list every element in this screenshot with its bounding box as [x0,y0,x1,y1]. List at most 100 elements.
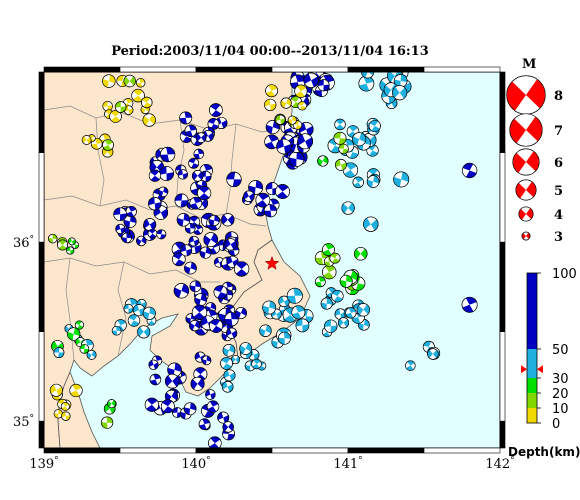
event-6-22 [191,304,208,320]
depth-marker-right [537,365,543,374]
depth-tick-label-10: 10 [552,402,569,417]
map-title: Period:2003/11/04 00:00--2013/11/04 16:1… [111,44,429,59]
event-14-10 [280,97,292,109]
event-16-8 [314,276,326,288]
event-19-2 [221,380,234,393]
notable-event-2 [393,171,410,188]
notable-event-0 [461,162,478,179]
event-12-3 [358,75,375,92]
depth-marker-left [521,365,527,374]
event-22-0 [48,233,58,244]
depth-tick-label-50: 50 [552,343,569,358]
event-6-29 [235,307,247,319]
event-13-5 [341,201,355,215]
event-7-21 [160,399,175,414]
event-23-6 [60,401,70,411]
event-18-9 [262,300,277,315]
event-21-8 [86,349,97,360]
event-5-4 [172,252,186,267]
event-6-5 [189,280,202,293]
event-21-9 [74,320,84,330]
event-26-0 [405,360,416,371]
event-20-3 [111,325,122,336]
event-0-6 [141,96,153,109]
depth-tick-label-0: 0 [552,417,560,432]
event-17-12 [320,297,333,310]
event-16-10 [354,247,368,261]
event-16-11 [339,274,353,288]
event-17-11 [356,303,370,317]
event-8-5 [243,190,255,202]
event-4-7 [143,218,157,231]
event-3-5 [193,148,205,160]
event-9-23 [297,133,314,150]
event-17-14 [345,307,357,319]
event-7-15 [183,402,197,416]
event-7-3 [205,389,216,400]
event-8-1 [248,180,263,195]
event-15-1 [317,155,329,167]
event-9-20 [265,120,280,135]
event-25-0 [217,411,230,424]
event-14-6 [297,101,307,111]
event-3-17 [160,146,176,163]
x-tick-label-0: 139° [29,456,58,472]
event-25-4 [208,436,222,448]
event-16-13 [329,252,341,264]
event-7-12 [201,355,212,366]
event-15-2 [335,159,347,171]
event-11-11 [352,132,367,147]
event-5-11 [221,213,235,227]
event-18-2 [295,318,310,333]
event-0-0 [131,88,145,103]
event-3-20 [148,169,162,182]
event-3-15 [191,170,204,182]
mainshock-star [264,255,280,270]
focal-mechanism-events [48,72,478,448]
event-13-2 [342,162,359,178]
event-16-3 [322,264,337,280]
event-5-7 [188,235,200,247]
event-7-6 [149,373,162,386]
event-0-2 [135,78,146,88]
event-13-4 [366,175,380,188]
event-23-0 [69,383,83,398]
event-14-11 [287,115,297,125]
event-15-0 [333,131,347,145]
event-11-2 [334,118,346,131]
event-5-10 [176,213,191,227]
y-tick-label-0: 35° [13,414,34,430]
event-8-9 [263,204,277,218]
event-6-16 [194,293,208,307]
event-4-17 [156,229,167,240]
event-18-13 [291,305,306,320]
event-25-3 [198,418,211,430]
event-17-10 [324,319,338,333]
event-2-9 [195,132,207,143]
depth-band-1 [527,393,537,408]
event-8-8 [255,192,271,208]
event-5-20 [203,232,219,247]
event-5-2 [192,224,204,235]
event-18-1 [259,324,272,337]
event-4-14 [148,196,162,211]
x-tick-label-1: 140° [181,456,210,472]
event-6-28 [224,312,239,327]
event-0-13 [114,101,127,113]
event-11-13 [368,119,381,133]
notable-event-3 [363,216,379,232]
event-19-11 [251,358,262,370]
magnitude-legend-title: M [522,57,536,72]
magnitude-legend-symbol-4 [518,206,534,222]
event-0-12 [123,74,136,88]
magnitude-legend-label-3: 3 [554,230,563,245]
event-6-27 [209,318,224,333]
event-0-5 [102,74,116,88]
event-6-21 [213,285,228,299]
event-2-1 [179,111,193,125]
event-4-13 [113,207,127,222]
event-4-16 [115,223,126,234]
event-1-5 [81,135,92,145]
event-4-12 [121,232,132,244]
